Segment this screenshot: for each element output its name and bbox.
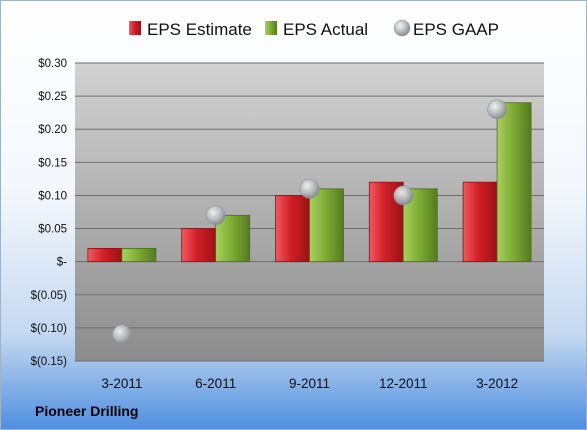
legend-swatch bbox=[265, 21, 277, 35]
legend: EPS Estimate EPS Actual EPS GAAP bbox=[129, 19, 499, 39]
x-tick-label: 6-2011 bbox=[195, 376, 236, 391]
x-tick-label: 3-2011 bbox=[101, 376, 142, 391]
y-tick-label: $(0.15) bbox=[31, 356, 68, 368]
x-tick-label: 3-2012 bbox=[476, 376, 518, 391]
actual-bar bbox=[496, 102, 532, 263]
actual-bar bbox=[309, 188, 344, 263]
estimate-bar bbox=[462, 181, 498, 263]
legend-swatch bbox=[393, 19, 411, 37]
legend-label: EPS Estimate bbox=[147, 20, 252, 39]
y-tick-label: $0.05 bbox=[38, 224, 67, 236]
y-tick-label: $0.15 bbox=[38, 157, 67, 169]
estimate-bar bbox=[275, 195, 310, 263]
y-tick-label: $0.25 bbox=[38, 91, 67, 103]
gaap-point bbox=[393, 185, 414, 206]
y-tick-label: $0.10 bbox=[38, 190, 67, 202]
y-axis-ticks: $0.30 $0.25 $0.20 $0.15 $0.10 $0.05 $- $(0.05) $… bbox=[31, 58, 68, 368]
y-tick-label: $(0.05) bbox=[31, 290, 68, 302]
gaap-point bbox=[299, 179, 320, 199]
y-tick-label: $- bbox=[57, 257, 67, 269]
y-tick-label: $(0.10) bbox=[31, 323, 68, 335]
legend-swatch bbox=[129, 21, 141, 35]
legend-label: EPS GAAP bbox=[413, 20, 499, 39]
gaap-markers bbox=[112, 99, 507, 345]
y-tick-label: $0.30 bbox=[38, 58, 67, 70]
y-tick-label: $0.20 bbox=[38, 124, 67, 136]
x-tick-label: 12-2011 bbox=[379, 376, 428, 391]
estimate-bar bbox=[181, 228, 217, 263]
estimate-bar bbox=[87, 248, 123, 263]
gaap-point bbox=[487, 99, 507, 120]
legend-label: EPS Actual bbox=[283, 20, 368, 39]
company-name: Pioneer Drilling bbox=[35, 403, 139, 419]
x-tick-label: 9-2011 bbox=[289, 376, 330, 391]
x-axis-labels: 3-2011 6-2011 9-2011 12-2011 3-2012 bbox=[101, 376, 518, 391]
actual-bar bbox=[121, 248, 157, 263]
gaap-point bbox=[205, 205, 226, 226]
gaap-point bbox=[112, 324, 132, 345]
